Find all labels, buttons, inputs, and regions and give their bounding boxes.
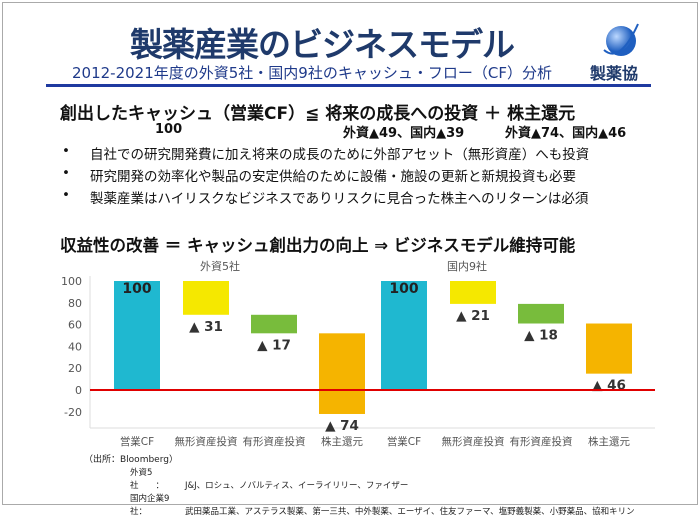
data-label: 100 <box>122 281 151 297</box>
bar <box>114 281 160 390</box>
bar <box>586 323 632 374</box>
page-title: 製薬産業のビジネスモデル <box>0 18 700 66</box>
data-label: ▲ 17 <box>257 337 291 353</box>
y-tick-label: 80 <box>68 297 82 310</box>
x-tick-label: 株主還元 <box>321 435 363 448</box>
note-text: 武田薬品工業、アステラス製薬、第一三共、中外製薬、エーザイ、住友ファーマ、塩野義… <box>185 507 635 517</box>
equation-cf: 100 <box>155 122 183 137</box>
x-tick-label: 有形資産投資 <box>243 435 306 448</box>
x-tick-label: 無形資産投資 <box>442 435 505 448</box>
x-tick-label: 営業CF <box>387 435 421 448</box>
equation: 創出したキャッシュ（営業CF）≦ 将来の成長への投資 ＋ 株主還元 <box>60 104 576 124</box>
bullet-item: 自社での研究開発費に加え将来の成長のために外部アセット（無形資産）へも投資 <box>62 143 589 165</box>
y-tick-label: -20 <box>64 406 82 419</box>
data-label: 100 <box>389 281 418 297</box>
y-tick-label: 0 <box>75 384 82 397</box>
note-label: 国内企業9社： <box>130 494 170 517</box>
logo-globe-icon <box>603 23 639 56</box>
data-label: ▲ 74 <box>325 418 359 434</box>
x-tick-label: 営業CF <box>120 435 154 448</box>
subtitle: 2012-2021年度の外資5社・国内9社のキャッシュ・フロー（CF）分析 <box>72 64 552 82</box>
equation-investment: 外資▲49、国内▲39 <box>343 126 465 141</box>
bar <box>381 281 427 390</box>
data-label: ▲ 31 <box>189 319 223 335</box>
logo-text: 製薬協 <box>590 64 639 83</box>
notes: 外資5社 ： J&J、ロシュ、ノバルティス、イーライリリー、ファイザー 国内企業9… <box>130 467 635 519</box>
x-tick-label: 有形資産投資 <box>510 435 573 448</box>
y-tick-label: 20 <box>68 362 82 375</box>
title-rule <box>46 84 651 87</box>
x-tick-label: 株主還元 <box>588 435 630 448</box>
bar <box>319 333 365 414</box>
waterfall-chart: -20 0 20 40 60 80 100 外資5社 100 営業CF ▲ 31 無形資産投資 ▲ 17… <box>61 259 655 448</box>
data-label: ▲ 21 <box>456 308 490 324</box>
y-tick-label: 40 <box>68 340 82 353</box>
group-title: 国内9社 <box>447 259 487 273</box>
bullet-item: 研究開発の効率化や製品の安定供給のために設備・施設の更新と新規投資も必要 <box>62 165 589 187</box>
title-text: 製薬産業のビジネスモデル <box>130 25 515 64</box>
group-title: 外資5社 <box>200 259 240 273</box>
data-label: ▲ 46 <box>592 378 626 394</box>
bar <box>450 281 496 304</box>
y-tick-label: 100 <box>61 275 82 288</box>
headline: 収益性の改善 ＝ キャッシュ創出力の向上 ⇒ ビジネスモデル維持可能 <box>60 236 576 255</box>
note-label: 外資5社 ： <box>130 468 165 491</box>
note-text: J&J、ロシュ、ノバルティス、イーライリリー、ファイザー <box>185 481 409 491</box>
x-tick-label: 無形資産投資 <box>175 435 238 448</box>
data-label: ▲ 18 <box>524 328 558 344</box>
bar <box>251 314 297 334</box>
chart-source: （出所：Bloomberg） <box>84 455 178 465</box>
equation-return: 外資▲74、国内▲46 <box>505 126 627 141</box>
slide-frame <box>2 2 698 505</box>
bar <box>518 303 564 324</box>
bullet-item: 製薬産業はハイリスクなビジネスでありリスクに見合った株主へのリターンは必須 <box>62 187 589 209</box>
y-tick-label: 60 <box>68 319 82 332</box>
bullet-list: 自社での研究開発費に加え将来の成長のために外部アセット（無形資産）へも投資 研究… <box>62 143 589 209</box>
bar <box>183 281 229 315</box>
